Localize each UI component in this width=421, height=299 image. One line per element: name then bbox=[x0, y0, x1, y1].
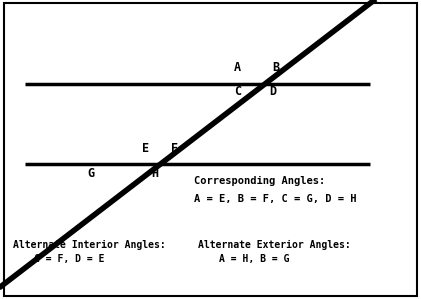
Text: D: D bbox=[269, 85, 276, 98]
Text: F: F bbox=[171, 141, 178, 155]
Text: C = F, D = E: C = F, D = E bbox=[34, 254, 104, 264]
Text: A = E, B = F, C = G, D = H: A = E, B = F, C = G, D = H bbox=[194, 194, 356, 204]
Text: G: G bbox=[87, 167, 94, 180]
Text: Corresponding Angles:: Corresponding Angles: bbox=[194, 176, 325, 186]
Text: B: B bbox=[272, 61, 279, 74]
Text: Alternate Interior Angles:: Alternate Interior Angles: bbox=[13, 240, 165, 250]
Text: A = H, B = G: A = H, B = G bbox=[219, 254, 289, 264]
Text: E: E bbox=[142, 141, 149, 155]
Text: H: H bbox=[152, 167, 158, 180]
Text: A: A bbox=[234, 61, 241, 74]
Text: C: C bbox=[234, 85, 241, 98]
Text: Alternate Exterior Angles:: Alternate Exterior Angles: bbox=[198, 240, 351, 250]
